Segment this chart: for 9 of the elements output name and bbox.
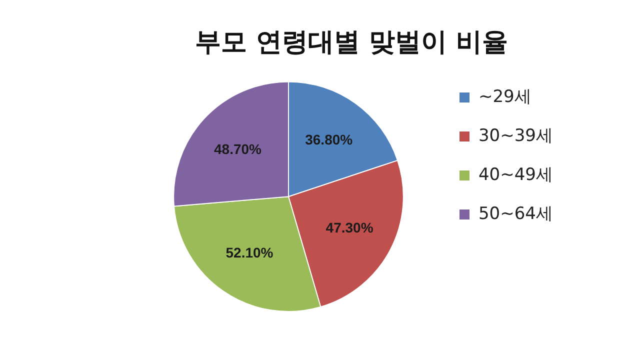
data-label: 36.80%	[305, 132, 354, 148]
legend-label: 50~64세	[478, 204, 554, 224]
legend-label: 40~49세	[478, 164, 554, 185]
legend-label: 30~39세	[478, 126, 554, 146]
chart-title: 부모 연령대별 맞벌이 비율	[194, 27, 508, 58]
data-label: 52.10%	[226, 244, 274, 260]
legend-label: ~29세	[478, 86, 532, 107]
data-label: 47.30%	[326, 220, 374, 236]
data-label: 48.70%	[214, 140, 262, 157]
